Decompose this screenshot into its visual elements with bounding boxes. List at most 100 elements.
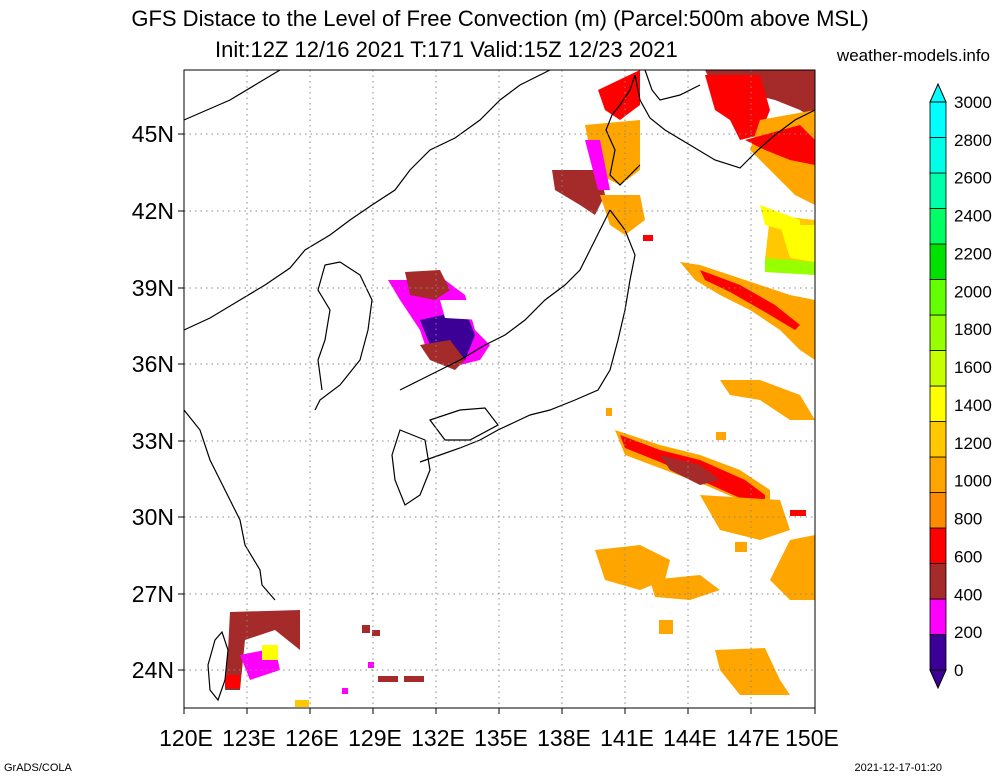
colorbar-swatch bbox=[929, 137, 947, 174]
colorbar-label: 2800 bbox=[954, 131, 992, 150]
lat-labels: 45N 42N 39N 36N 33N 30N 27N 24N bbox=[132, 121, 174, 683]
chart-title: GFS Distace to the Level of Free Convect… bbox=[131, 6, 869, 31]
footer-timestamp: 2021-12-17-01:20 bbox=[854, 762, 942, 774]
field-patch bbox=[765, 258, 815, 275]
field-patch bbox=[716, 432, 726, 440]
field-patch bbox=[643, 235, 653, 241]
coastline-kyushu bbox=[391, 429, 431, 506]
field-patch bbox=[552, 170, 605, 215]
lat-label: 36N bbox=[132, 351, 174, 377]
field-patch bbox=[595, 545, 670, 590]
colorbar-swatch bbox=[929, 563, 947, 600]
field-patch bbox=[368, 662, 374, 668]
lon-labels: 120E 123E 126E 129E 132E 135E 138E 141E … bbox=[159, 725, 839, 751]
lat-label: 39N bbox=[132, 275, 174, 301]
field-patch bbox=[404, 676, 424, 682]
colorbar-label: 1400 bbox=[954, 396, 992, 415]
colorbar-swatch bbox=[929, 456, 947, 493]
field-patch bbox=[372, 630, 380, 636]
field-patch bbox=[705, 75, 770, 140]
coastline-shikoku bbox=[429, 407, 499, 441]
colorbar-label: 2600 bbox=[954, 169, 992, 188]
field-patch bbox=[770, 535, 815, 600]
colorbar-swatch bbox=[929, 598, 947, 635]
colorbar-label: 600 bbox=[954, 547, 982, 566]
field-patch bbox=[598, 70, 640, 120]
field-patch bbox=[295, 700, 309, 707]
colorbar-swatch bbox=[929, 385, 947, 422]
colorbar bbox=[929, 82, 947, 690]
colorbar-label: 2400 bbox=[954, 207, 992, 226]
colorbar-swatch bbox=[929, 279, 947, 316]
colorbar-swatch bbox=[929, 172, 947, 209]
lon-label: 123E bbox=[222, 725, 276, 751]
lat-label: 27N bbox=[132, 581, 174, 607]
colorbar-label: 1800 bbox=[954, 320, 992, 339]
lon-label: 135E bbox=[474, 725, 528, 751]
lat-label: 24N bbox=[132, 657, 174, 683]
lat-axis bbox=[178, 133, 184, 671]
colorbar-label: 1000 bbox=[954, 472, 992, 491]
coastline-china-east bbox=[183, 409, 276, 601]
coastline-mainland bbox=[183, 69, 551, 331]
colorbar-swatch bbox=[929, 243, 947, 280]
lon-label: 138E bbox=[537, 725, 591, 751]
colorbar-swatch bbox=[929, 492, 947, 529]
field-patch bbox=[262, 645, 278, 660]
colorbar-label: 800 bbox=[954, 510, 982, 529]
coastline-honshu bbox=[399, 209, 636, 463]
colorbar-label: 3000 bbox=[954, 93, 992, 112]
colorbar-swatch bbox=[929, 208, 947, 245]
lon-label: 144E bbox=[663, 725, 717, 751]
lon-label: 141E bbox=[600, 725, 654, 751]
colorbar-label: 200 bbox=[954, 623, 982, 642]
lon-label: 147E bbox=[726, 725, 780, 751]
colorbar-swatch bbox=[929, 421, 947, 458]
colorbar-labels: 0 200 400 600 800 1000 1200 1400 1600 1800 2000 220… bbox=[954, 93, 992, 680]
chart-subtitle: Init:12Z 12/16 2021 T:171 Valid:15Z 12/2… bbox=[215, 37, 678, 62]
colorbar-label: 2200 bbox=[954, 244, 992, 263]
colorbar-swatch bbox=[929, 101, 947, 138]
field-patch bbox=[720, 380, 815, 420]
field-patch bbox=[660, 455, 720, 485]
field-patch bbox=[760, 205, 800, 235]
coastline-korea bbox=[314, 261, 373, 411]
lon-label: 150E bbox=[785, 725, 839, 751]
colorbar-swatch bbox=[929, 350, 947, 387]
lon-label: 120E bbox=[159, 725, 213, 751]
field-patch bbox=[659, 620, 673, 634]
lon-axis bbox=[183, 708, 816, 714]
lon-label: 126E bbox=[285, 725, 339, 751]
field-patch bbox=[405, 270, 450, 300]
colorbar-label: 400 bbox=[954, 585, 982, 604]
field-patch bbox=[585, 140, 610, 190]
grid bbox=[184, 70, 815, 708]
colorbar-label: 1600 bbox=[954, 358, 992, 377]
field-patch bbox=[680, 262, 815, 360]
field-patch bbox=[700, 270, 800, 330]
field-patch bbox=[225, 675, 240, 688]
colorbar-swatch bbox=[929, 527, 947, 564]
field-patch bbox=[225, 610, 300, 690]
field-patch bbox=[342, 688, 348, 694]
footer-software: GrADS/COLA bbox=[4, 762, 72, 774]
colorbar-swatch bbox=[929, 314, 947, 351]
field-patch bbox=[440, 300, 480, 320]
coastline-taiwan bbox=[207, 630, 229, 702]
site-credit: weather-models.info bbox=[836, 46, 990, 65]
field-patch bbox=[790, 510, 806, 516]
colorbar-bottom-arrow bbox=[929, 669, 947, 690]
lat-label: 30N bbox=[132, 504, 174, 530]
lon-label: 132E bbox=[411, 725, 465, 751]
coastline bbox=[183, 69, 816, 702]
field-patch bbox=[745, 125, 815, 165]
lat-label: 42N bbox=[132, 198, 174, 224]
field-patch bbox=[378, 676, 398, 682]
field-patch bbox=[600, 195, 645, 235]
colorbar-top-arrow bbox=[929, 82, 947, 103]
field-patch bbox=[606, 408, 612, 416]
lat-label: 45N bbox=[132, 121, 174, 147]
field-shading bbox=[225, 70, 815, 707]
field-patch bbox=[362, 625, 370, 633]
